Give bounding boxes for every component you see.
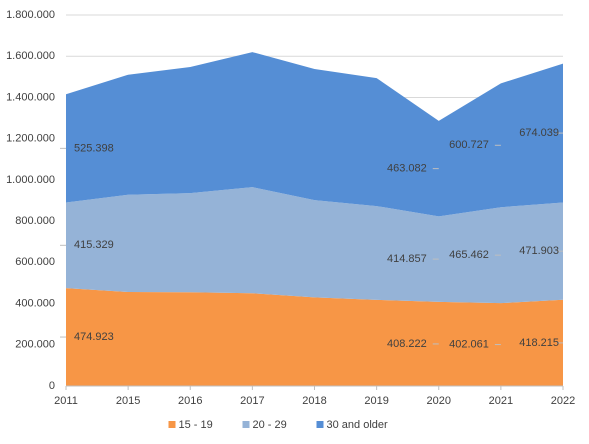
legend-label: 15 - 19 [179,419,213,431]
x-tick-label: 2018 [302,395,326,407]
legend-swatch [168,421,176,428]
data-label: 525.398 [74,142,114,154]
y-tick-label: 200.000 [15,339,55,351]
y-tick-label: 1.600.000 [6,50,55,62]
area [66,187,563,304]
data-label: 465.462 [449,249,489,261]
legend-swatch [242,421,250,428]
data-label: 408.222 [387,338,427,350]
x-tick-label: 2021 [489,395,513,407]
data-label: 600.727 [449,139,489,151]
legend-swatch [316,421,324,428]
data-label: 471.903 [519,245,559,257]
x-tick-label: 2011 [54,395,78,407]
data-label: 418.215 [519,337,559,349]
y-tick-label: 1.800.000 [6,9,55,21]
data-label: 415.329 [74,239,114,251]
area [66,52,563,217]
y-tick-label: 400.000 [15,297,55,309]
data-label: 402.061 [449,338,489,350]
y-tick-label: 600.000 [15,256,55,268]
x-tick-label: 2017 [240,395,264,407]
y-tick-label: 800.000 [15,215,55,227]
y-tick-label: 1.400.000 [6,91,55,103]
legend-label: 30 and older [327,419,388,431]
x-tick-label: 2016 [178,395,202,407]
area [66,288,563,386]
x-tick-label: 2019 [364,395,388,407]
legend-label: 20 - 29 [253,419,287,431]
x-tick-label: 2015 [116,395,140,407]
x-tick-label: 2022 [551,395,575,407]
data-label: 474.923 [74,331,114,343]
x-tick-label: 2020 [427,395,451,407]
y-tick-label: 1.000.000 [6,174,55,186]
data-label: 414.857 [387,253,427,265]
y-tick-label: 1.200.000 [6,133,55,145]
y-tick-label: 0 [49,380,55,392]
data-label: 463.082 [387,163,427,175]
data-label: 674.039 [519,127,559,139]
